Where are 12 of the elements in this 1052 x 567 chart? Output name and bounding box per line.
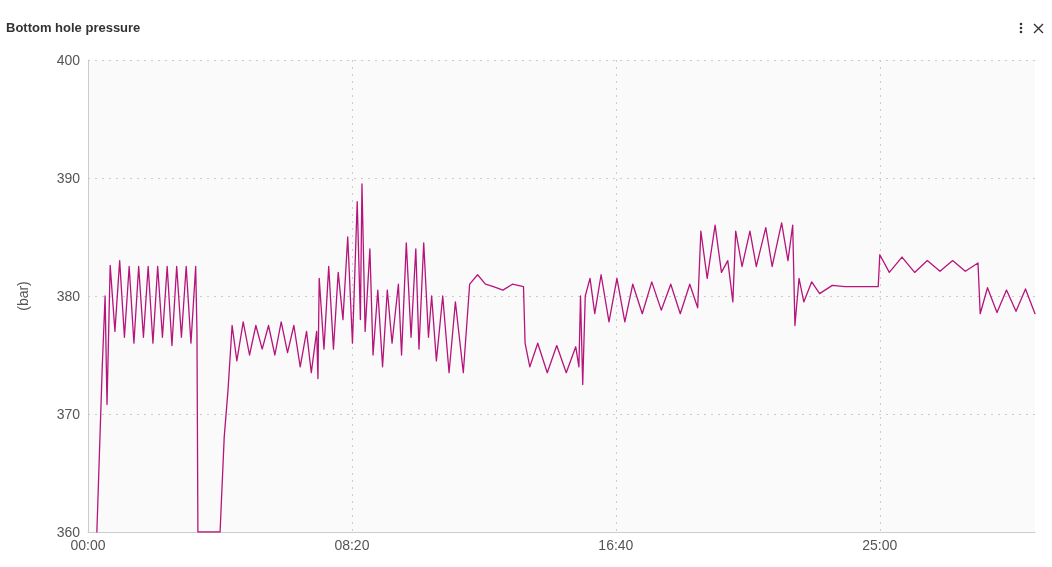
x-tick-label: 08:20 — [334, 537, 370, 553]
y-tick-label: 400 — [56, 52, 81, 68]
y-axis-title: (bar) — [15, 281, 31, 311]
y-tick-label: 390 — [56, 170, 81, 186]
y-tick-label: 360 — [56, 524, 81, 540]
line-series — [96, 183, 1036, 533]
x-tick-label: 16:40 — [598, 537, 634, 553]
y-tick-label: 370 — [56, 406, 81, 422]
x-tick-label: 00:00 — [70, 537, 106, 553]
y-tick-label: 380 — [56, 288, 81, 304]
chart-title: Bottom hole pressure — [6, 20, 141, 35]
x-tick-label: 25:00 — [862, 537, 898, 553]
